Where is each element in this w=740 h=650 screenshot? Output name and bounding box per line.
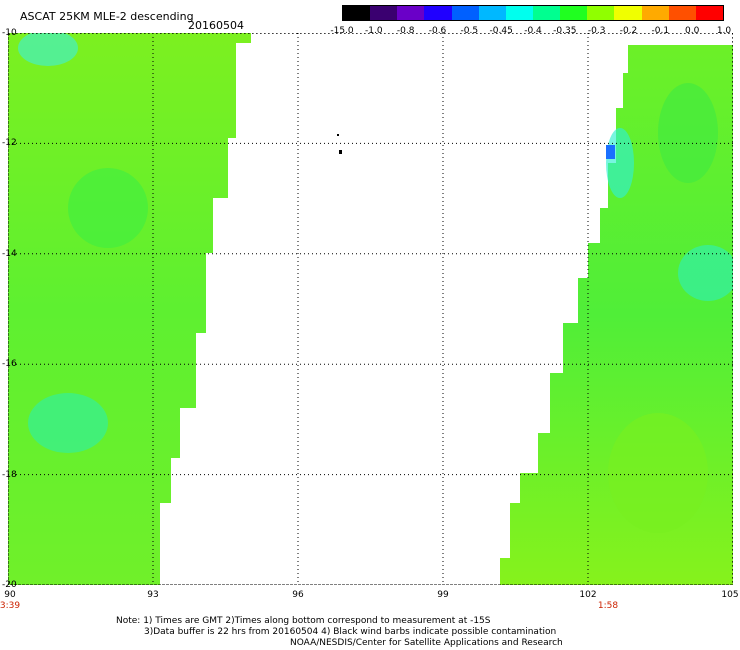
island-mark — [339, 150, 342, 154]
right-swath-time: 1:58 — [597, 601, 619, 611]
color-scale-label: -0.2 — [619, 26, 638, 36]
left-swath-time: 3:39 — [0, 601, 21, 611]
color-scale-segment — [587, 6, 615, 20]
color-scale-label: -15.0 — [330, 26, 354, 36]
map-border — [8, 33, 733, 585]
color-scale-segment — [695, 6, 723, 20]
latitude-label: -18 — [2, 469, 17, 480]
note-line-1: Note: 1) Times are GMT 2)Times along bot… — [116, 616, 491, 626]
color-scale-segment — [478, 6, 506, 20]
color-scale-label: -0.6 — [428, 26, 447, 36]
color-scale-bar — [342, 5, 724, 21]
map-frame — [8, 33, 733, 585]
wind-speed-patch — [68, 168, 148, 248]
color-scale-segment — [560, 6, 588, 20]
color-scale-segment — [424, 6, 452, 20]
wind-speed-patch — [28, 393, 108, 453]
color-scale-label: -0.45 — [489, 26, 513, 36]
color-scale-segment — [614, 6, 642, 20]
color-scale-segment — [641, 6, 669, 20]
color-scale-label: 0.0 — [684, 26, 700, 36]
color-scale-label: -1.0 — [365, 26, 383, 36]
latitude-label: -14 — [2, 248, 17, 259]
note-line-3: NOAA/NESDIS/Center for Satellite Applica… — [290, 638, 563, 648]
latitude-label: -10 — [2, 28, 17, 38]
note-line-2: 3)Data buffer is 22 hrs from 20160504 4)… — [144, 627, 557, 637]
color-scale-label: -0.5 — [460, 26, 479, 36]
product-date: 20160504 — [188, 19, 244, 32]
color-scale-label: -0.4 — [524, 26, 542, 36]
longitude-label: 90 — [4, 590, 16, 600]
longitude-label: 93 — [147, 590, 159, 600]
color-scale-label: -0.35 — [553, 26, 577, 36]
color-scale-label: -0.1 — [651, 26, 670, 36]
color-scale-label: -0.8 — [396, 26, 415, 36]
wind-speed-patch — [18, 33, 78, 66]
product-title: ASCAT 25KM MLE-2 descending — [20, 10, 194, 23]
color-scale-segment — [505, 6, 533, 20]
latitude-label: -16 — [2, 359, 17, 370]
satellite-swaths — [8, 33, 733, 585]
map-plot-area — [8, 33, 733, 585]
color-scale-segment — [397, 6, 425, 20]
longitude-label: 102 — [579, 590, 597, 600]
longitude-label: 105 — [721, 590, 739, 600]
color-scale-segment — [343, 6, 371, 20]
color-scale-label: -0.3 — [587, 26, 606, 36]
latitude-label: -12 — [2, 138, 17, 149]
longitude-label: 96 — [292, 590, 304, 600]
color-scale-segment — [532, 6, 561, 20]
left-swath — [8, 33, 251, 585]
wind-speed-patch — [606, 145, 615, 159]
wind-speed-patch — [606, 128, 634, 198]
wind-speed-patch — [608, 413, 708, 533]
island-mark — [337, 134, 339, 136]
color-scale-segment — [370, 6, 398, 20]
wind-speed-patch — [658, 83, 718, 183]
wind-speed-patch — [678, 245, 733, 301]
color-scale-segment — [668, 6, 696, 20]
latitude-label: -20 — [2, 580, 17, 590]
color-scale-segment — [451, 6, 479, 20]
color-scale-label: 1.0 — [716, 26, 732, 36]
lat-lon-grid — [8, 33, 733, 585]
longitude-label: 99 — [437, 590, 449, 600]
